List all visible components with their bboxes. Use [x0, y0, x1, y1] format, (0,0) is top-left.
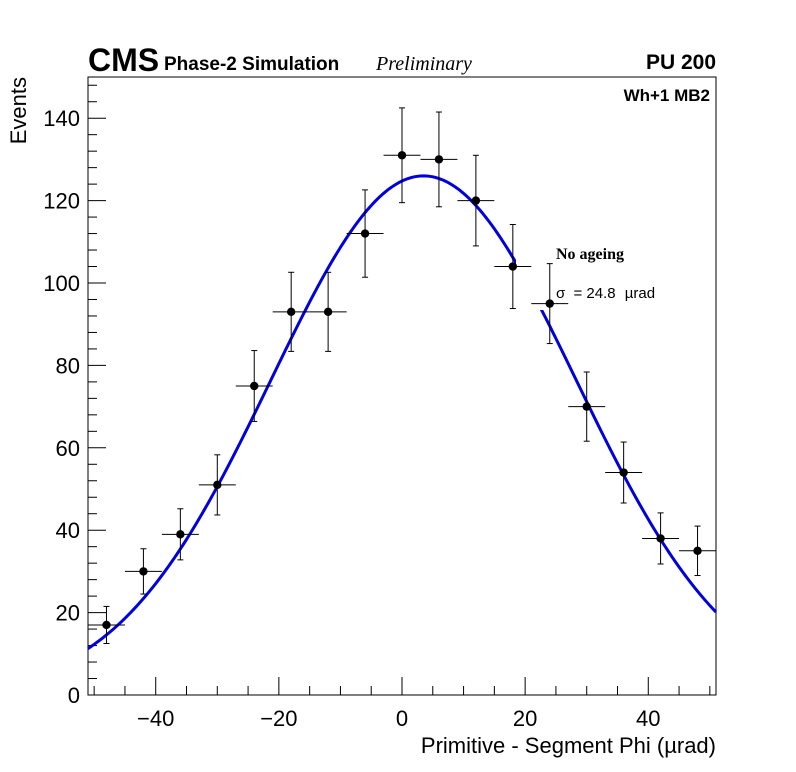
data-point — [161, 508, 199, 561]
y-tick-label: 140 — [43, 106, 80, 131]
y-axis: 0 20 40 60 80 100 120 140 — [43, 84, 106, 708]
data-marker — [434, 155, 444, 164]
y-tick-label: 120 — [43, 189, 80, 214]
simulation-label: Phase-2 Simulation — [164, 54, 339, 75]
legend-box — [516, 242, 706, 310]
data-point — [457, 154, 495, 247]
data-marker — [139, 567, 148, 576]
preliminary-label: Preliminary — [375, 53, 472, 75]
data-marker — [397, 151, 407, 160]
data-marker — [508, 262, 518, 271]
x-axis-title: Primitive - Segment Phi (µrad) — [421, 733, 716, 758]
data-marker — [360, 229, 370, 238]
data-marker — [656, 534, 665, 543]
data-point — [605, 441, 643, 504]
data-point — [642, 512, 680, 565]
x-tick-label: 40 — [636, 706, 660, 731]
data-marker — [582, 402, 591, 411]
cms-label: CMS — [88, 42, 159, 78]
y-tick-label: 60 — [56, 436, 80, 461]
data-marker — [471, 196, 481, 205]
legend-sigma: σ = 24.8 µrad — [556, 285, 655, 302]
data-point — [383, 107, 421, 204]
data-point — [494, 223, 532, 310]
data-marker — [286, 307, 296, 317]
legend-label: No ageing — [556, 246, 624, 263]
data-point — [235, 350, 273, 422]
data-marker — [693, 546, 702, 555]
data-point — [531, 263, 569, 345]
data-point — [679, 525, 716, 577]
x-tick-label: −40 — [137, 706, 174, 731]
data-point — [568, 371, 606, 442]
y-tick-label: 0 — [68, 683, 80, 708]
data-marker — [545, 299, 554, 308]
sigma-unit: µrad — [625, 285, 655, 302]
x-tick-label: 20 — [513, 706, 537, 731]
y-tick-label: 20 — [56, 601, 80, 626]
y-tick-label: 40 — [56, 518, 80, 543]
data-point — [309, 271, 347, 352]
y-tick-label: 80 — [56, 353, 80, 378]
x-axis: −40 −20 0 20 40 — [93, 677, 711, 731]
data-point — [198, 454, 236, 516]
y-axis-title: Events — [6, 77, 31, 144]
data-point — [420, 111, 458, 208]
data-marker — [102, 620, 111, 630]
sigma-value: = 24.8 — [573, 285, 615, 302]
x-tick-label: 0 — [396, 706, 408, 731]
data-marker — [250, 381, 259, 391]
data-point — [272, 271, 310, 352]
data-point — [346, 189, 384, 278]
data-marker — [323, 307, 333, 317]
data-points — [88, 107, 716, 644]
y-tick-label: 100 — [43, 271, 80, 296]
data-point — [124, 548, 162, 595]
x-tick-label: −20 — [260, 706, 297, 731]
data-marker — [213, 480, 222, 490]
sigma-symbol: σ — [556, 285, 566, 302]
data-marker — [176, 530, 185, 539]
pileup-label: PU 200 — [646, 51, 716, 74]
station-label: Wh+1 MB2 — [624, 86, 710, 105]
data-marker — [619, 468, 628, 477]
data-point — [88, 605, 125, 644]
